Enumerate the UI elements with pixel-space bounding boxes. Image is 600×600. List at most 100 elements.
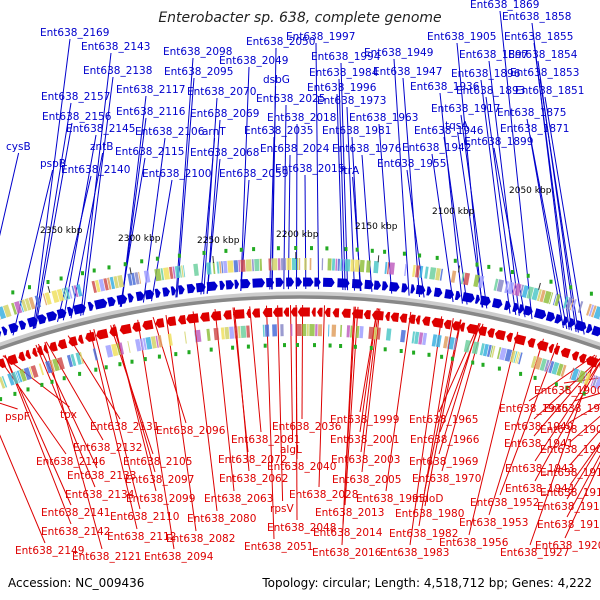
reverse-gene-arrow [43,344,49,354]
reverse-gene-arrow [459,322,466,332]
reverse-leader-line [418,318,454,527]
kbp-tick [129,267,132,275]
reverse-gene-arrow [506,332,514,343]
forward-leader-line [488,60,520,316]
reverse-gene-label: Ent638_2112 [107,531,176,543]
outer-feature-band [507,281,515,295]
inner-feature-band [150,336,157,349]
outer-feature-band [519,284,524,297]
forward-gene-arrow [286,277,295,287]
outer-feature-band [259,258,263,271]
forward-leader-line [533,42,572,331]
outer-feature-band [0,317,1,320]
reverse-gene-arrow [262,307,273,318]
kbp-scale-label: 2250 kbp [197,236,240,246]
outer-marker-dot [155,256,159,261]
reverse-gene-label: Ent638_2014 [313,527,383,539]
reverse-gene-label: Ent638_1943 [505,463,574,475]
inner-feature-band [157,335,163,348]
kbp-tick [212,255,215,264]
outer-feature-band [221,261,224,274]
inner-feature-band [448,337,455,350]
reverse-gene-label: Ent638_1918 [537,501,600,513]
forward-gene-label: Ent638_2115 [115,146,184,158]
forward-leader-line [176,77,195,298]
reverse-leader-line [45,341,104,441]
outer-feature-band [565,297,573,310]
reverse-leader-line [0,358,67,455]
forward-gene-arrow [567,318,575,328]
reverse-gene-arrow [451,321,460,331]
inner-feature-band [139,338,145,351]
reverse-gene-arrow [513,334,527,346]
outer-marker-dot [81,271,84,276]
inner-feature-band [184,331,187,344]
forward-gene-arrow [337,278,350,288]
outer-marker-dot [569,285,573,290]
outer-marker-dot [107,265,111,270]
forward-leader-line [539,78,579,333]
forward-gene-label: Ent638_2059 [219,168,288,180]
reverse-gene-label: Ent638_1965 [409,414,478,426]
reverse-gene-arrow [166,316,177,327]
forward-gene-arrow [170,286,176,296]
outer-marker-dot [344,247,348,252]
inner-feature-band [224,326,230,340]
reverse-gene-label: tpx [60,409,77,421]
inner-feature-band [359,326,364,339]
outer-feature-band [91,280,97,294]
forward-gene-label: Ent638_1854 [508,49,578,61]
outer-feature-band [531,287,540,301]
forward-leader-line [402,77,420,297]
outer-feature-band [182,265,186,278]
outer-feature-band [280,258,287,271]
outer-feature-band [227,260,234,273]
forward-gene-label: dsbG [263,74,290,86]
reverse-leader-line [0,402,18,410]
outer-feature-band [512,282,517,295]
forward-leader-line [393,58,410,296]
reverse-gene-arrow [415,315,421,325]
outer-feature-band [73,285,79,298]
inner-feature-band [556,363,564,377]
reverse-gene-arrow [290,307,298,317]
inner-feature-band [229,326,235,339]
inner-feature-band [443,336,449,349]
inner-feature-band [570,368,580,382]
outer-feature-band [327,258,332,271]
outer-feature-band [51,290,60,303]
kbp-tick [47,285,51,293]
inner-feature-band [435,334,442,348]
inner-feature-band [213,327,220,341]
reverse-gene-arrow [210,311,222,321]
inner-feature-band [127,341,131,353]
reverse-leader-line [318,305,325,488]
inner-feature-band [414,331,420,345]
forward-gene-arrow [186,283,196,294]
reverse-gene-arrow [351,309,364,319]
reverse-leader-line [295,304,298,521]
inner-feature-band [350,325,353,338]
reverse-gene-label: Ent638_1956 [439,537,509,549]
inner-marker-dot [174,352,178,357]
outer-feature-band [590,305,597,318]
reverse-gene-label: Ent638_2149 [15,545,84,557]
inner-feature-band [38,363,45,376]
forward-gene-label: Ent638_1984 [309,67,379,79]
forward-gene-label: Ent638_2035 [244,125,313,137]
forward-gene-label: cysB [6,141,31,153]
inner-feature-band [331,324,337,337]
forward-gene-label: pspB [40,158,66,170]
reverse-gene-label: Ent638_2061 [231,434,300,446]
reverse-gene-label: Ent638_1983 [380,547,449,559]
reverse-gene-label: pspF [5,411,30,423]
outer-feature-band [44,292,52,305]
outer-feature-band [277,258,281,271]
outer-feature-band [103,278,109,291]
outer-feature-band [205,262,212,275]
outer-feature-band [98,278,106,292]
reverse-leader-line [409,316,443,546]
outer-feature-band [298,258,301,271]
forward-gene-label: Ent638_2116 [116,106,186,118]
reverse-gene-arrow [272,307,283,317]
